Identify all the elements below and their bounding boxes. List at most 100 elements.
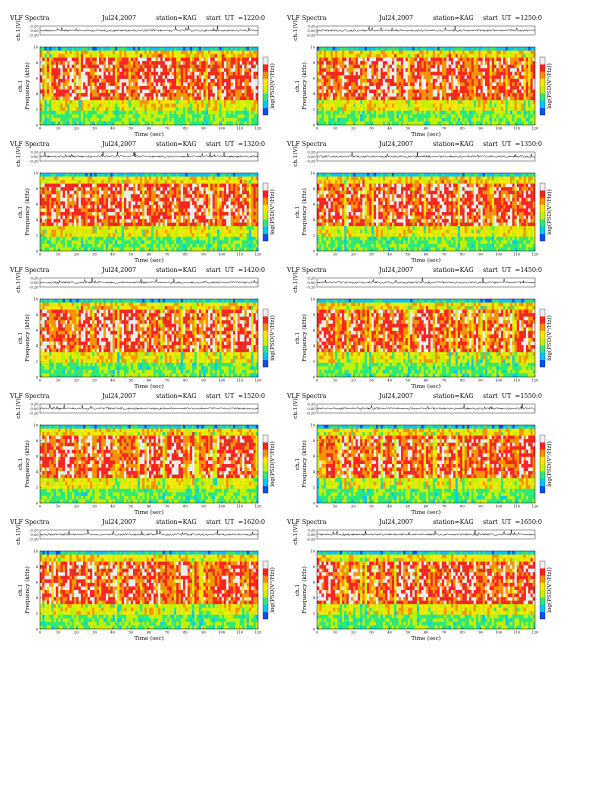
spectrogram-cell <box>228 64 231 69</box>
spectrogram-cell <box>67 89 70 94</box>
spectrogram-cell <box>219 57 222 62</box>
spectrogram-cell <box>503 100 506 104</box>
spectrogram-cell <box>194 117 197 122</box>
spectrogram-cell <box>485 89 488 94</box>
spectrogram-cell <box>58 240 61 244</box>
spectrogram-cell <box>169 68 172 72</box>
spectrogram-cell <box>185 93 188 97</box>
spectrogram-cell <box>437 47 440 51</box>
spectrogram-cell <box>516 89 520 94</box>
spectrogram-cell <box>46 54 50 58</box>
spectrogram-cell <box>53 57 56 62</box>
spectrogram-cell <box>71 78 75 83</box>
spectrogram-cell <box>89 89 93 94</box>
spectrogram-cell <box>130 50 134 55</box>
spectrogram-cell <box>389 75 392 79</box>
spectrogram-cell <box>485 54 488 58</box>
spectrogram-cell <box>516 78 520 83</box>
spectrogram-cell <box>55 183 59 188</box>
spectrogram-cell <box>83 197 86 202</box>
spectrogram-cell <box>446 93 449 97</box>
spectrogram-cell <box>319 78 322 83</box>
spectrogram-cell <box>94 201 97 205</box>
spectrogram-cell <box>439 78 442 83</box>
spectrogram-cell <box>246 121 249 126</box>
spectrogram-cell <box>85 50 88 55</box>
spectrogram-cell <box>64 107 68 111</box>
spectrogram-cell <box>139 47 143 51</box>
spectrogram-cell <box>491 103 495 108</box>
spectrogram-cell <box>510 110 513 115</box>
spectrogram-cell <box>142 114 145 118</box>
spectrogram-cell <box>237 89 240 94</box>
spectrogram-cell <box>253 50 256 55</box>
spectrogram-cell <box>62 96 66 101</box>
spectrogram-cell <box>162 121 165 126</box>
spectrogram-cell <box>85 183 88 188</box>
spectrogram-cell <box>528 110 531 115</box>
spectrogram-cell <box>432 61 436 65</box>
spectrogram-cell <box>67 78 70 83</box>
spectrogram-cell <box>317 68 320 72</box>
spectrogram-cell <box>357 100 361 104</box>
spectrogram-cell <box>326 61 329 65</box>
spectrogram-cell <box>198 100 202 104</box>
spectrogram-cell <box>389 96 392 101</box>
spectrogram-cell <box>142 57 145 62</box>
spectrogram-cell <box>330 89 333 94</box>
spectrogram-cell <box>378 82 381 87</box>
spectrogram-cell <box>87 236 91 241</box>
spectrogram-cell <box>357 57 361 62</box>
spectrogram-cell <box>441 50 445 55</box>
spectrogram-cell <box>87 57 91 62</box>
spectrogram-cell <box>357 121 361 126</box>
spectrogram-cell <box>144 57 147 62</box>
spectrogram-cell <box>96 204 100 209</box>
spectrogram-cell <box>528 100 531 104</box>
spectrogram-cell <box>96 64 100 69</box>
spectrogram-cell <box>69 201 72 205</box>
spectrogram-cell <box>55 61 59 65</box>
spectrogram-cell <box>180 71 184 76</box>
spectrogram-cell <box>137 103 140 108</box>
spectrogram-cell <box>128 103 131 108</box>
panel-station: station=KAG <box>156 141 197 148</box>
spectrogram-cell <box>376 100 379 104</box>
spectrogram-cell <box>99 194 102 198</box>
spectrogram-cell <box>121 110 125 115</box>
spectrogram-cell <box>412 50 415 55</box>
spectrogram-cell <box>46 57 50 62</box>
spectrogram-cell <box>80 194 84 198</box>
spectrogram-cell <box>351 78 354 83</box>
spectrogram-cell <box>176 103 179 108</box>
spectrogram-cell <box>235 121 238 126</box>
spectrogram-cell <box>108 61 111 65</box>
spectrogram-cell <box>183 54 186 58</box>
spectrogram-cell <box>457 89 461 94</box>
spectrogram-cell <box>94 117 97 122</box>
spectrogram-cell <box>380 82 383 87</box>
spectrogram-cell <box>439 110 442 115</box>
spectrogram-cell <box>360 57 363 62</box>
spectrogram-cell <box>51 190 54 195</box>
spectrogram-cell <box>114 61 118 65</box>
spectrogram-cell <box>464 114 467 118</box>
spectrogram-cell <box>142 121 145 126</box>
spectrogram-cell <box>192 110 195 115</box>
spectrogram-cell <box>94 212 97 216</box>
spectrogram-cell <box>453 78 456 83</box>
spectrogram-cell <box>341 107 345 111</box>
spectrogram-cell <box>85 114 88 118</box>
spectrogram-cell <box>525 75 529 79</box>
spectrogram-cell <box>105 54 109 58</box>
spectrogram-cell <box>155 78 159 83</box>
spectrogram-cell <box>460 100 463 104</box>
spectrogram-cell <box>341 54 345 58</box>
spectrogram-cell <box>530 96 533 101</box>
spectrogram-cell <box>335 57 338 62</box>
spectrogram-cell <box>80 226 84 230</box>
spectrogram-cell <box>323 117 327 122</box>
spectrogram-cell <box>183 100 186 104</box>
spectrogram-cell <box>332 75 336 79</box>
spectrogram-cell <box>103 173 106 177</box>
